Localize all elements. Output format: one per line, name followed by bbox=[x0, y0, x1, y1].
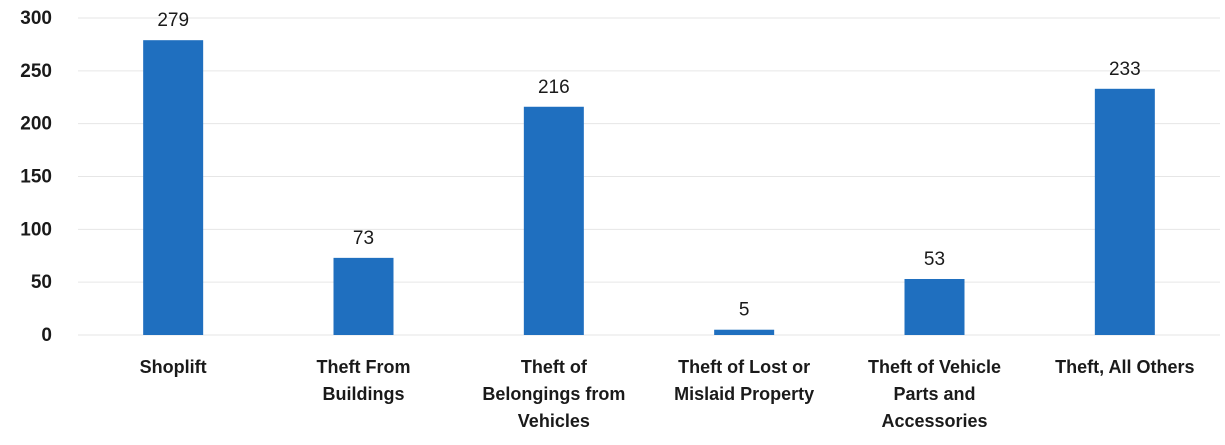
data-labels: 279 73 216 5 53 233 bbox=[157, 10, 1140, 321]
y-tick-label: 200 bbox=[20, 114, 52, 135]
y-tick-label: 0 bbox=[41, 325, 52, 346]
data-label: 279 bbox=[157, 10, 189, 31]
x-category-label-line: Accessories bbox=[881, 411, 987, 431]
data-label: 233 bbox=[1109, 59, 1141, 80]
data-label: 53 bbox=[924, 249, 945, 270]
y-tick-label: 50 bbox=[31, 272, 52, 293]
y-tick-label: 300 bbox=[20, 8, 52, 29]
x-category-label-line: Theft, All Others bbox=[1055, 357, 1194, 377]
bar bbox=[714, 329, 775, 335]
x-category-label-line: Theft of Lost or bbox=[678, 357, 810, 377]
x-category-label-line: Shoplift bbox=[140, 357, 207, 377]
y-axis-ticks: 0 50 100 150 200 250 300 bbox=[20, 8, 52, 346]
gridlines bbox=[78, 17, 1220, 336]
x-category-label-line: Theft of Vehicle bbox=[868, 357, 1001, 377]
bar bbox=[1094, 88, 1155, 336]
x-category-label-line: Vehicles bbox=[518, 411, 590, 431]
x-category-label: Theft of Vehicle Parts and Accessories bbox=[868, 357, 1001, 431]
x-category-label-line: Theft From bbox=[317, 357, 411, 377]
x-category-label-line: Buildings bbox=[323, 384, 405, 404]
x-category-label-line: Belongings from bbox=[482, 384, 625, 404]
data-label: 216 bbox=[538, 77, 570, 98]
y-tick-label: 250 bbox=[20, 61, 52, 82]
x-category-label: Shoplift bbox=[140, 357, 207, 377]
bar bbox=[904, 278, 965, 335]
x-category-label: Theft From Buildings bbox=[317, 357, 411, 404]
x-category-label: Theft, All Others bbox=[1055, 357, 1194, 377]
bar bbox=[333, 257, 394, 335]
x-category-label: Theft of Lost or Mislaid Property bbox=[674, 357, 814, 404]
y-tick-label: 150 bbox=[20, 167, 52, 188]
y-tick-label: 100 bbox=[20, 219, 52, 240]
bar bbox=[143, 40, 204, 335]
data-label: 5 bbox=[739, 300, 750, 321]
bar bbox=[523, 106, 584, 335]
x-category-label-line: Parts and bbox=[893, 384, 975, 404]
x-category-label: Theft of Belongings from Vehicles bbox=[482, 357, 625, 431]
data-label: 73 bbox=[353, 228, 374, 249]
x-category-label-line: Theft of bbox=[521, 357, 588, 377]
x-category-label-line: Mislaid Property bbox=[674, 384, 814, 404]
x-axis-labels: Shoplift Theft From Buildings Theft of Belon… bbox=[140, 357, 1195, 431]
bars bbox=[143, 40, 1155, 336]
